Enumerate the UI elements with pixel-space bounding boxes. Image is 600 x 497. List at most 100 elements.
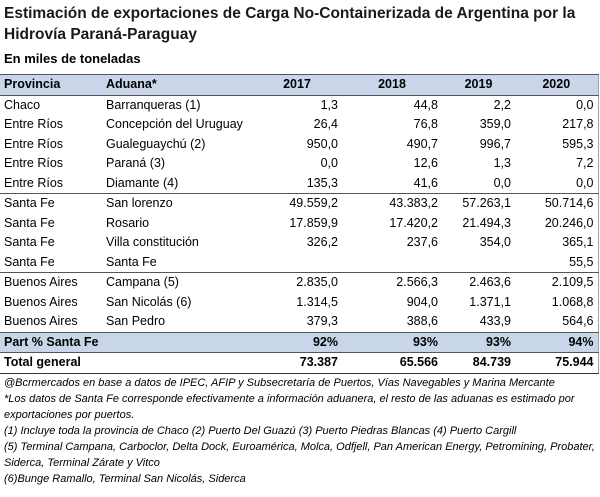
text-cell: Buenos Aires <box>4 314 78 328</box>
text-cell: San Pedro <box>106 314 166 328</box>
data-row: Entre Ríos Concepción del Uruguay 26,4 76,8… <box>0 115 598 135</box>
text-cell: Total general <box>0 352 102 374</box>
value-cell: 93% <box>442 331 515 353</box>
value-cell: 50.714,6 <box>515 193 598 214</box>
text-cell: Santa Fe <box>4 254 55 269</box>
value-cell <box>342 253 442 273</box>
value-cell: 17.859,9 <box>289 215 338 230</box>
value-cell: 2019 <box>442 74 515 96</box>
value-cell: 433,9 <box>479 314 511 328</box>
value-cell: 44,8 <box>413 97 438 112</box>
value-cell: 2.566,3 <box>342 272 442 293</box>
value-cell: 1,3 <box>320 97 338 112</box>
value-cell: 92% <box>252 331 342 353</box>
value-cell: 0,0 <box>320 156 338 170</box>
subtitle: En miles de toneladas <box>4 51 141 66</box>
share-row: Part % Santa Fe 92% 93% 93% 94% <box>0 331 598 353</box>
text-cell: Buenos Aires <box>4 294 78 309</box>
text-cell: Diamante (4) <box>106 175 179 190</box>
text-cell: Santa Fe <box>4 235 55 249</box>
value-cell: 0,0 <box>493 175 511 190</box>
value-cell: 2017 <box>252 74 342 96</box>
value-cell: 7,2 <box>576 156 594 170</box>
value-cell: 354,0 <box>479 235 511 249</box>
value-cell: 93% <box>342 331 442 353</box>
value-cell: 2020 <box>515 74 598 96</box>
text-cell: Paraná (3) <box>106 156 166 170</box>
value-cell: 237,6 <box>406 235 438 249</box>
value-cell: 2,2 <box>493 97 511 112</box>
note: @Bcrmercados en base a datos de IPEC, AF… <box>4 377 555 389</box>
value-cell: 996,7 <box>479 136 511 151</box>
text-cell: Entre Ríos <box>4 117 64 131</box>
text-cell: San Nicolás (6) <box>106 294 192 309</box>
data-row: Entre Ríos Diamante (4) 135,3 41,6 0,0 0,0 <box>0 174 598 194</box>
value-cell: 17.420,2 <box>389 215 438 230</box>
data-row: Santa Fe Rosario 17.859,9 17.420,2 21.494,3 2… <box>0 214 598 234</box>
value-cell: 76,8 <box>413 117 438 131</box>
text-cell: Santa Fe <box>0 193 102 214</box>
data-row: Buenos Aires San Pedro 379,3 388,6 433,9 564,… <box>0 312 598 332</box>
header-row: Provincia Aduana* 2017 2018 2019 2020 <box>0 74 598 96</box>
value-cell: 564,6 <box>562 314 594 328</box>
value-cell <box>252 253 342 273</box>
value-cell: 326,2 <box>306 235 338 249</box>
value-cell: 359,0 <box>479 117 511 131</box>
value-cell: 84.739 <box>442 352 515 374</box>
text-cell <box>102 352 252 374</box>
value-cell: 904,0 <box>406 294 438 309</box>
value-cell: 950,0 <box>306 136 338 151</box>
data-row: Santa Fe San lorenzo 49.559,2 43.383,2 57.26… <box>0 193 598 214</box>
text-cell: Entre Ríos <box>4 136 64 151</box>
value-cell: 1.314,5 <box>296 294 338 309</box>
export-table: Provincia Aduana* 2017 2018 2019 2020 Chaco Bar… <box>0 74 599 374</box>
data-row: Santa Fe Villa constitución 326,2 237,6 354,… <box>0 233 598 253</box>
text-cell: Part % Santa Fe <box>0 331 102 353</box>
text-cell: San lorenzo <box>102 193 252 214</box>
text-cell: Rosario <box>106 215 150 230</box>
value-cell: 94% <box>515 331 598 353</box>
value-cell: 1.371,1 <box>469 294 511 309</box>
value-cell: 595,3 <box>562 136 594 151</box>
text-cell: Buenos Aires <box>0 272 102 293</box>
value-cell: 2.463,6 <box>442 272 515 293</box>
value-cell: 26,4 <box>313 117 338 131</box>
text-cell: Santa Fe <box>106 254 157 269</box>
value-cell: 0,0 <box>576 175 594 190</box>
data-row: Entre Ríos Paraná (3) 0,0 12,6 1,3 7,2 <box>0 154 598 174</box>
data-row: Chaco Barranqueras (1) 1,3 44,8 2,2 0,0 <box>0 95 598 115</box>
value-cell: 75.944 <box>515 352 598 374</box>
data-row: Entre Ríos Gualeguaychú (2) 950,0 490,7 996,… <box>0 135 598 155</box>
value-cell: 217,8 <box>562 117 594 131</box>
value-cell: 490,7 <box>406 136 438 151</box>
text-cell: Provincia <box>0 74 102 96</box>
data-row: Santa Fe Santa Fe 55,5 <box>0 253 598 273</box>
text-cell: Campana (5) <box>102 272 252 293</box>
value-cell: 65.566 <box>342 352 442 374</box>
value-cell: 365,1 <box>562 235 594 249</box>
text-cell: Entre Ríos <box>4 175 64 190</box>
value-cell: 1.068,8 <box>551 294 594 309</box>
text-cell: Aduana* <box>102 74 252 96</box>
total-row: Total general 73.387 65.566 84.739 75.944 <box>0 352 598 374</box>
text-cell: Villa constitución <box>106 235 199 249</box>
value-cell: 135,3 <box>306 175 338 190</box>
value-cell <box>442 253 515 273</box>
data-row: Buenos Aires Campana (5) 2.835,0 2.566,3 2.4… <box>0 272 598 293</box>
value-cell: 2.835,0 <box>252 272 342 293</box>
text-cell: Concepción del Uruguay <box>106 117 243 131</box>
value-cell: 21.494,3 <box>462 215 511 230</box>
text-cell: Chaco <box>4 97 41 112</box>
value-cell: 2018 <box>342 74 442 96</box>
value-cell: 0,0 <box>576 97 594 112</box>
value-cell: 12,6 <box>413 156 438 170</box>
text-cell: Barranqueras (1) <box>106 97 201 112</box>
title: Estimación de exportaciones de Carga No-… <box>4 5 576 43</box>
value-cell: 388,6 <box>406 314 438 328</box>
text-cell: Santa Fe <box>4 215 55 230</box>
value-cell: 57.263,1 <box>442 193 515 214</box>
note: (5) Terminal Campana, Carboclor, Delta D… <box>4 441 595 469</box>
value-cell: 41,6 <box>413 175 438 190</box>
